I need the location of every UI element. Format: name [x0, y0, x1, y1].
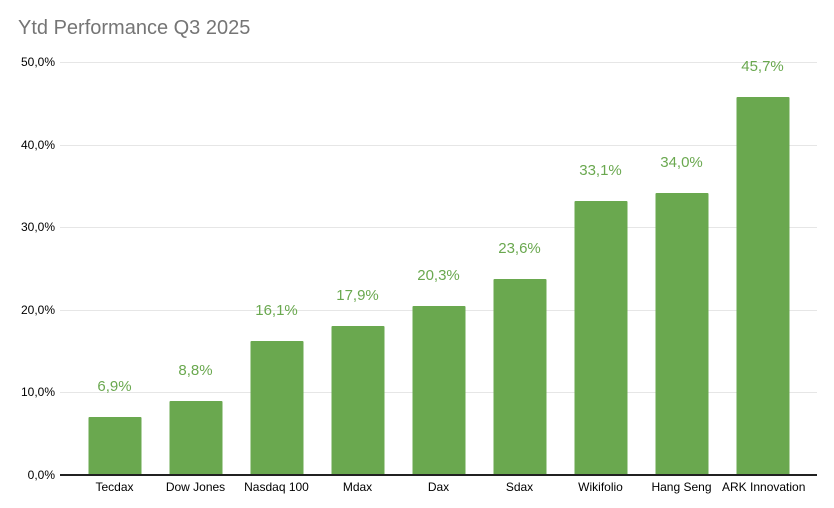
x-axis-label-sdax: Sdax — [505, 480, 534, 494]
bar-column-wikifolio: 33,1% — [560, 62, 641, 474]
bar-column-hang-seng: 34,0% — [641, 62, 722, 474]
x-axis-label-tecdax: Tecdax — [95, 480, 134, 494]
y-axis-tick-label: 30,0% — [20, 220, 55, 234]
bar-tecdax — [88, 417, 141, 474]
bar-column-tecdax: 6,9% — [74, 62, 155, 474]
x-axis-label-wikifolio: Wikifolio — [578, 480, 623, 494]
x-axis-label-mdax: Mdax — [342, 480, 373, 494]
bar-value-label-wikifolio: 33,1% — [579, 162, 622, 179]
bar-column-sdax: 23,6% — [479, 62, 560, 474]
y-axis-tick-label: 20,0% — [20, 303, 55, 317]
bar-value-label-dow-jones: 8,8% — [178, 362, 213, 379]
y-axis-tick-label: 50,0% — [20, 55, 55, 69]
x-axis-label-dax: Dax — [427, 480, 450, 494]
bar-column-dax: 20,3% — [398, 62, 479, 474]
y-axis-tick-label: 40,0% — [20, 138, 55, 152]
gridline-30,0% — [60, 227, 817, 228]
bar-column-nasdaq-100: 16,1% — [236, 62, 317, 474]
bar-dow-jones — [169, 401, 222, 474]
x-axis-baseline — [60, 474, 817, 476]
x-axis-label-ark-innovation: ARK Innovation — [722, 480, 806, 494]
bar-sdax — [493, 279, 546, 474]
bar-value-label-tecdax: 6,9% — [97, 378, 132, 395]
gridline-40,0% — [60, 145, 817, 146]
bar-value-label-nasdaq-100: 16,1% — [255, 302, 298, 319]
x-axis-label-dow-jones: Dow Jones — [165, 480, 226, 494]
bar-column-mdax: 17,9% — [317, 62, 398, 474]
y-axis-tick-label: 10,0% — [20, 385, 55, 399]
bar-value-label-ark-innovation: 45,7% — [741, 58, 784, 75]
x-axis-label-nasdaq-100: Nasdaq 100 — [244, 480, 309, 494]
bar-column-ark-innovation: 45,7% — [722, 58, 803, 474]
bar-ark-innovation — [736, 97, 789, 474]
bar-hang-seng — [655, 193, 708, 474]
bar-value-label-mdax: 17,9% — [336, 287, 379, 304]
bar-value-label-hang-seng: 34,0% — [660, 154, 703, 171]
chart-title: Ytd Performance Q3 2025 — [18, 17, 251, 39]
y-axis-tick-label: 0,0% — [27, 468, 55, 482]
bar-nasdaq-100 — [250, 341, 303, 474]
bar-column-dow-jones: 8,8% — [155, 62, 236, 474]
bar-dax — [412, 306, 465, 474]
bar-wikifolio — [574, 201, 627, 474]
bar-value-label-dax: 20,3% — [417, 267, 460, 284]
x-axis-label-hang-seng: Hang Seng — [651, 480, 712, 494]
gridline-50,0% — [60, 62, 817, 63]
bar-value-label-sdax: 23,6% — [498, 240, 541, 257]
bar-mdax — [331, 326, 384, 474]
